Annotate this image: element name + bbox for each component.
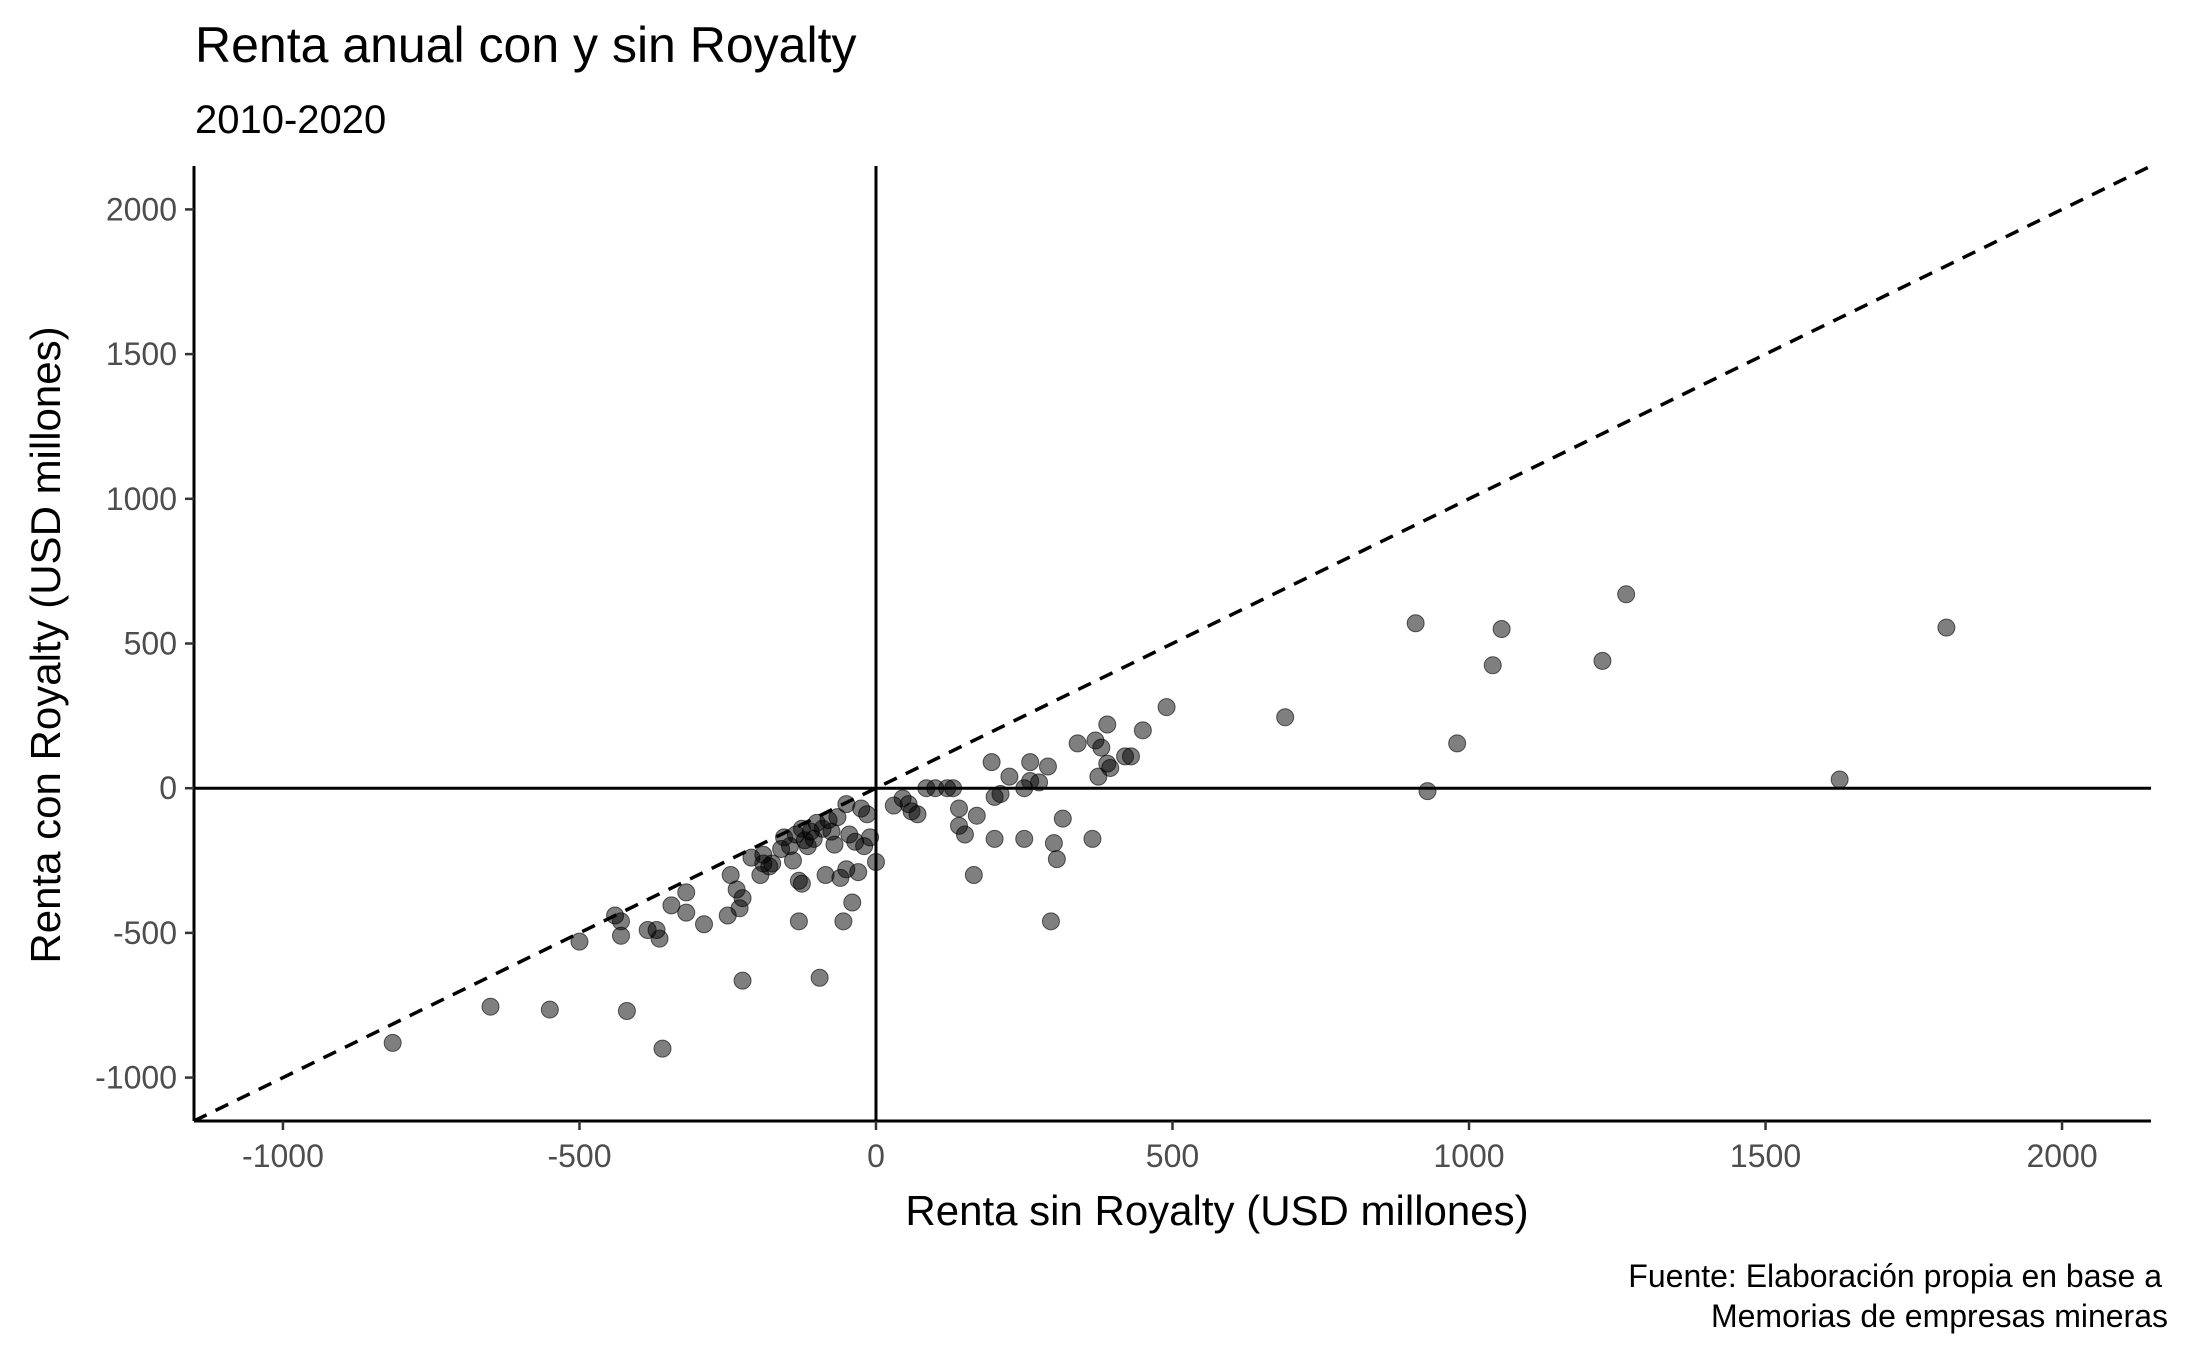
y-axis-title: Renta con Royalty (USD millones) [22,326,69,963]
x-axis-title: Renta sin Royalty (USD millones) [905,1187,1528,1234]
x-tick-label: -1000 [242,1138,324,1174]
data-point [1448,734,1467,753]
data-point [481,997,500,1016]
data-point [908,805,927,824]
data-point [792,874,811,893]
y-tick-label: 2000 [106,191,177,227]
data-point [650,929,669,948]
identity-line [193,164,2152,1123]
y-tick-label: 500 [124,626,177,662]
x-tick-label: 1000 [1433,1138,1504,1174]
data-point [1133,721,1152,740]
data-point [944,779,963,798]
data-point [834,912,853,931]
data-point [783,851,802,870]
data-point [1041,912,1060,931]
data-point [653,1039,672,1058]
data-point [816,866,835,885]
data-point [695,915,714,934]
data-point [1593,651,1612,670]
data-point [383,1033,402,1052]
data-point [866,852,885,871]
chart-subtitle: 2010-2020 [195,98,386,142]
data-point [1092,738,1111,757]
data-point [858,805,877,824]
data-point [861,828,880,847]
data-point [1068,734,1087,753]
y-tick-label: -500 [113,915,177,951]
data-point [617,1002,636,1021]
x-tick-label: 1500 [1730,1138,1801,1174]
data-point [1098,715,1117,734]
caption-line-2: Memorias de empresas mineras [1711,1298,2168,1334]
data-point [837,795,856,814]
data-point [733,971,752,990]
data-point [1021,753,1040,772]
data-point [1492,620,1511,639]
data-point [1483,656,1502,675]
data-point [967,806,986,825]
data-point [1276,708,1295,727]
plot-area: -1000 -500 0 500 1000 1500 2000 -1000 -500 0 500 1… [95,164,2152,1174]
caption-line-1: Fuente: Elaboración propia en base a [1628,1258,2162,1294]
y-axis-ticks: -1000 -500 0 500 1000 1500 2000 [95,191,194,1096]
data-point [1038,757,1057,776]
data-point [1406,614,1425,633]
data-point [828,808,847,827]
data-point [733,889,752,908]
data-point [1044,834,1063,853]
data-point [964,866,983,885]
y-tick-label: 1500 [106,336,177,372]
data-point [1617,585,1636,604]
data-point [810,968,829,987]
data-point [662,896,681,915]
data-point [1000,767,1019,786]
data-point [1157,698,1176,717]
y-tick-label: -1000 [95,1060,177,1096]
x-tick-label: -500 [547,1138,611,1174]
data-point [950,799,969,818]
data-point [955,825,974,844]
data-point [991,784,1010,803]
data-point [1015,829,1034,848]
data-point [982,753,1001,772]
data-point [1083,829,1102,848]
data-point [1121,747,1140,766]
x-tick-label: 0 [867,1138,885,1174]
data-point [1830,770,1849,789]
data-points [383,585,1956,1058]
data-point [789,912,808,931]
data-point [1053,809,1072,828]
data-point [843,893,862,912]
data-point [849,863,868,882]
data-point [677,883,696,902]
data-point [1030,773,1049,792]
data-point [1937,618,1956,637]
x-tick-label: 500 [1146,1138,1199,1174]
data-point [611,926,630,945]
x-tick-label: 2000 [2026,1138,2097,1174]
data-point [570,932,589,951]
data-point [985,829,1004,848]
y-tick-label: 1000 [106,481,177,517]
data-point [825,835,844,854]
y-tick-label: 0 [159,770,177,806]
data-point [1418,782,1437,801]
data-point [1101,758,1120,777]
x-axis-ticks: -1000 -500 0 500 1000 1500 2000 [242,1121,2098,1174]
data-point [763,854,782,873]
chart-title: Renta anual con y sin Royalty [195,17,856,73]
data-point [540,1000,559,1019]
reference-lines [193,164,2152,1123]
data-point [1047,850,1066,869]
data-point [677,903,696,922]
